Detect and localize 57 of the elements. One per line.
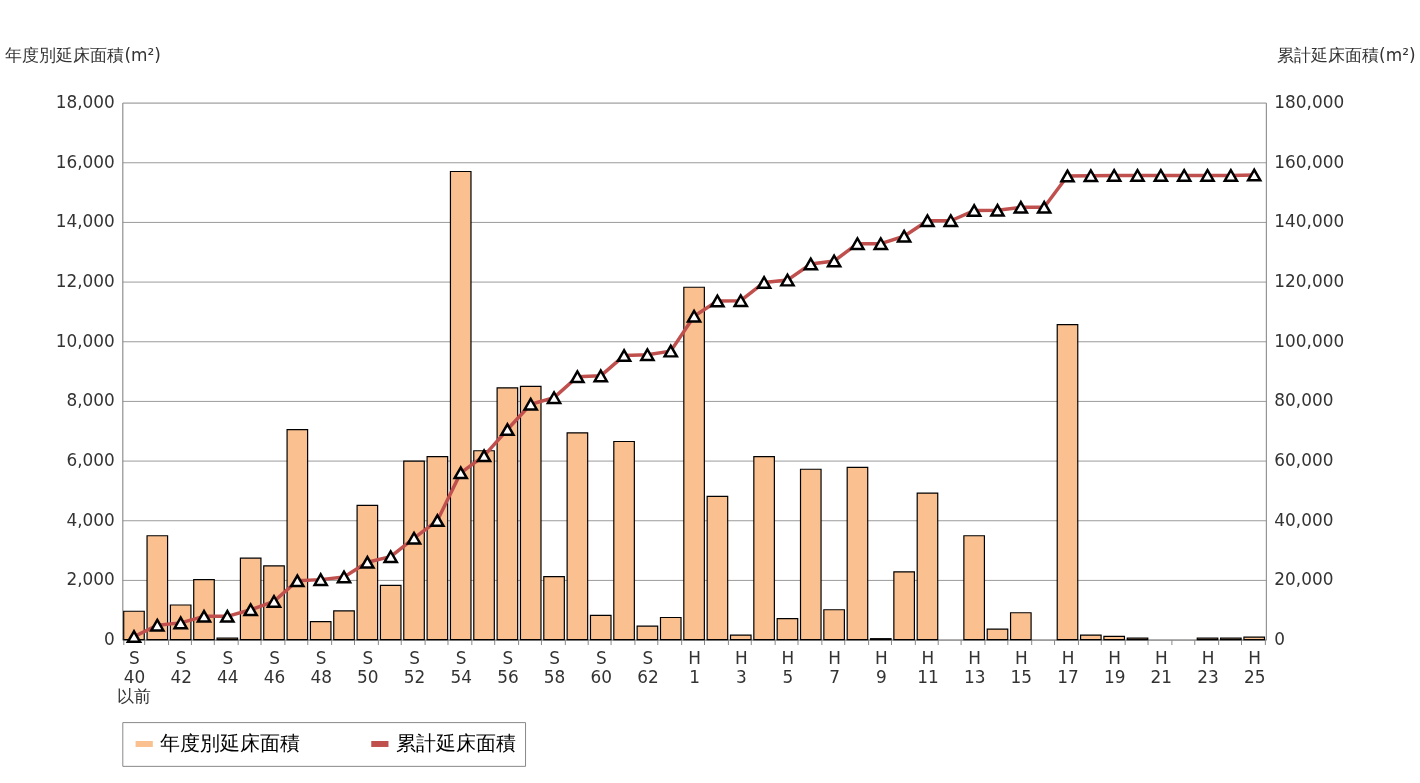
y-tick-label: 4,000 (66, 509, 115, 530)
x-tick-label: H 7 (828, 647, 841, 687)
x-tick-label: S 52 (403, 647, 426, 687)
bar (1009, 612, 1032, 641)
y2-tick-label: 140,000 (1274, 211, 1345, 232)
x-tick-label: S 46 (263, 647, 286, 687)
x-tick-label: H 15 (1010, 647, 1033, 687)
bar (986, 628, 1009, 641)
y2-tick-label: 180,000 (1274, 92, 1345, 113)
legend-label: 年度別延床面積 (160, 731, 301, 755)
x-tick-label: S 56 (497, 647, 519, 687)
y2-tick-label: 160,000 (1274, 151, 1345, 172)
x-tick-label: H 3 (734, 647, 748, 687)
y-tick-label: 6,000 (66, 450, 115, 471)
x-tick-label: S 50 (357, 647, 379, 687)
x-tick-label: H 9 (874, 647, 888, 687)
x-tick-label: H 23 (1197, 647, 1219, 687)
x-tick-label: H 21 (1150, 647, 1173, 687)
y2-tick-label: 0 (1274, 629, 1286, 650)
y-tick-label: 16,000 (55, 151, 115, 172)
y-tick-label: 12,000 (55, 271, 115, 292)
y-axis-title: 年度別延床面積(m²) (5, 45, 161, 66)
bar (846, 466, 869, 641)
y-tick-label: 2,000 (66, 569, 115, 590)
x-tick-label: H 1 (688, 647, 701, 687)
y-tick-label: 10,000 (55, 330, 115, 351)
x-tick-label: H 5 (781, 647, 795, 687)
x-tick-label: S 54 (450, 647, 472, 687)
bar (776, 618, 799, 641)
x-tick-label: S 42 (170, 647, 192, 687)
bar (916, 492, 939, 641)
x-tick-label: S 62 (637, 647, 659, 687)
x-tick-label: H 13 (963, 647, 986, 687)
y-tick-label: 14,000 (55, 211, 115, 232)
y-tick-label: 18,000 (55, 92, 115, 113)
x-tick-label: S 44 (217, 647, 239, 687)
x-tick-label: H 19 (1103, 647, 1126, 687)
y2-tick-label: 100,000 (1274, 330, 1345, 351)
y2-tick-label: 80,000 (1274, 390, 1334, 411)
x-tick-label: H 17 (1057, 647, 1079, 687)
bar (706, 495, 729, 641)
y2-tick-label: 120,000 (1274, 271, 1345, 292)
y-tick-label: 0 (104, 629, 115, 650)
x-tick-label: S 58 (543, 647, 566, 687)
x-tick-label: S 40 以前 (117, 647, 152, 706)
y2-tick-label: 40,000 (1274, 509, 1334, 530)
x-tick-label: S 48 (310, 647, 332, 687)
y-tick-label: 8,000 (66, 390, 115, 411)
bar (1056, 323, 1079, 641)
y2-tick-label: 60,000 (1274, 450, 1334, 471)
bar (963, 535, 986, 641)
y2-tick-label: 20,000 (1274, 569, 1334, 590)
y2-axis-title: 累計延床面積(m²) (1277, 45, 1416, 66)
x-tick-label: S 60 (590, 647, 612, 687)
x-tick-label: H 11 (917, 647, 939, 687)
x-tick-label: H 25 (1243, 647, 1266, 687)
legend-label: 累計延床面積 (395, 731, 516, 755)
